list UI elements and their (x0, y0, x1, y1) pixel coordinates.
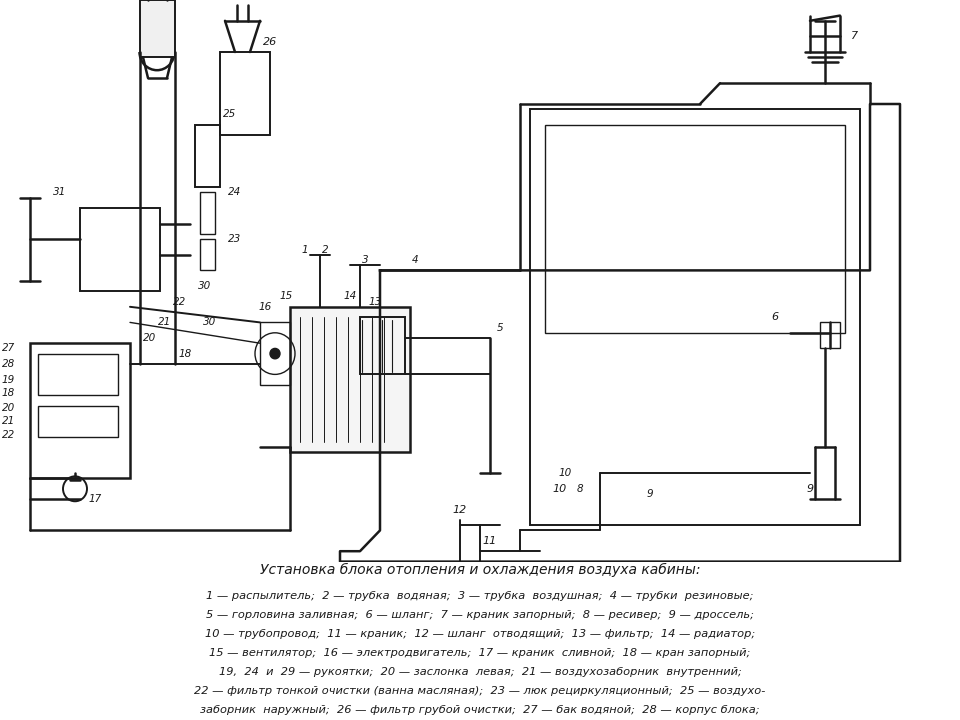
Text: 19: 19 (2, 374, 15, 384)
Text: 22: 22 (2, 430, 15, 440)
Text: 18: 18 (2, 388, 15, 398)
Text: 12: 12 (453, 505, 468, 515)
Bar (200, 192, 215, 234)
Bar (545, 125, 845, 333)
Text: 11: 11 (483, 536, 497, 546)
Bar (140, 0, 175, 57)
Text: 25: 25 (224, 109, 236, 120)
Text: 31: 31 (54, 187, 66, 197)
Text: 5 — горловина заливная;  6 — шланг;  7 — краник запорный;  8 — ресивер;  9 — дро: 5 — горловина заливная; 6 — шланг; 7 — к… (206, 610, 754, 620)
Text: 1 — распылитель;  2 — трубка  водяная;  3 — трубка  воздушная;  4 — трубки  рези: 1 — распылитель; 2 — трубка водяная; 3 —… (206, 591, 754, 600)
Text: 9: 9 (806, 484, 813, 494)
Circle shape (270, 348, 280, 359)
Text: 9: 9 (647, 489, 654, 499)
Text: 10: 10 (559, 468, 571, 478)
Text: 22 — фильтр тонкой очистки (ванна масляная);  23 — люк рециркуляционный;  25 — в: 22 — фильтр тонкой очистки (ванна маслян… (194, 686, 766, 696)
Text: 21: 21 (2, 416, 15, 426)
Text: 24: 24 (228, 187, 242, 197)
Bar (220, 52, 270, 135)
Text: 18: 18 (179, 348, 192, 359)
Bar (38, 405, 118, 437)
Text: 8: 8 (577, 484, 584, 494)
Text: 7: 7 (852, 32, 858, 41)
Bar (38, 354, 118, 395)
Bar (360, 318, 405, 374)
Text: 10: 10 (553, 484, 567, 494)
Text: 21: 21 (158, 318, 172, 328)
Text: 23: 23 (228, 234, 242, 244)
Text: 15 — вентилятор;  16 — электродвигатель;  17 — краник  сливной;  18 — кран запор: 15 — вентилятор; 16 — электродвигатель; … (209, 648, 751, 658)
Text: 22: 22 (174, 297, 186, 307)
Text: 27: 27 (2, 343, 15, 354)
Bar (200, 239, 215, 271)
Bar (290, 307, 410, 452)
Text: 14: 14 (344, 292, 356, 302)
Bar (820, 323, 840, 348)
Text: 19,  24  и  29 — рукоятки;  20 — заслонка  левая;  21 — воздухозаборник  внутрен: 19, 24 и 29 — рукоятки; 20 — заслонка ле… (219, 667, 741, 677)
Bar (195, 125, 220, 187)
Text: 4: 4 (412, 255, 419, 265)
Text: 5: 5 (496, 323, 503, 333)
Text: 20: 20 (143, 333, 156, 343)
Text: 26: 26 (263, 37, 277, 47)
Text: 13: 13 (369, 297, 382, 307)
Bar (260, 323, 290, 384)
Text: 30: 30 (199, 281, 211, 291)
Text: 28: 28 (2, 359, 15, 369)
Text: 10 — трубопровод;  11 — краник;  12 — шланг  отводящий;  13 — фильтр;  14 — ради: 10 — трубопровод; 11 — краник; 12 — шлан… (204, 629, 756, 639)
Bar (530, 109, 860, 525)
Bar (30, 343, 130, 478)
Text: Установка блока отопления и охлаждения воздуха кабины:: Установка блока отопления и охлаждения в… (260, 563, 700, 577)
Text: заборник  наружный;  26 — фильтр грубой очистки;  27 — бак водяной;  28 — корпус: заборник наружный; 26 — фильтр грубой оч… (201, 705, 759, 715)
Text: 6: 6 (772, 312, 779, 323)
Text: 17: 17 (88, 494, 102, 504)
Text: 15: 15 (279, 292, 293, 302)
Text: 2: 2 (322, 245, 328, 255)
Bar (80, 208, 160, 291)
Text: 20: 20 (2, 402, 15, 413)
Text: 3: 3 (362, 255, 369, 265)
Text: 16: 16 (258, 302, 272, 312)
Text: 30: 30 (204, 318, 217, 328)
Text: 1: 1 (301, 245, 308, 255)
